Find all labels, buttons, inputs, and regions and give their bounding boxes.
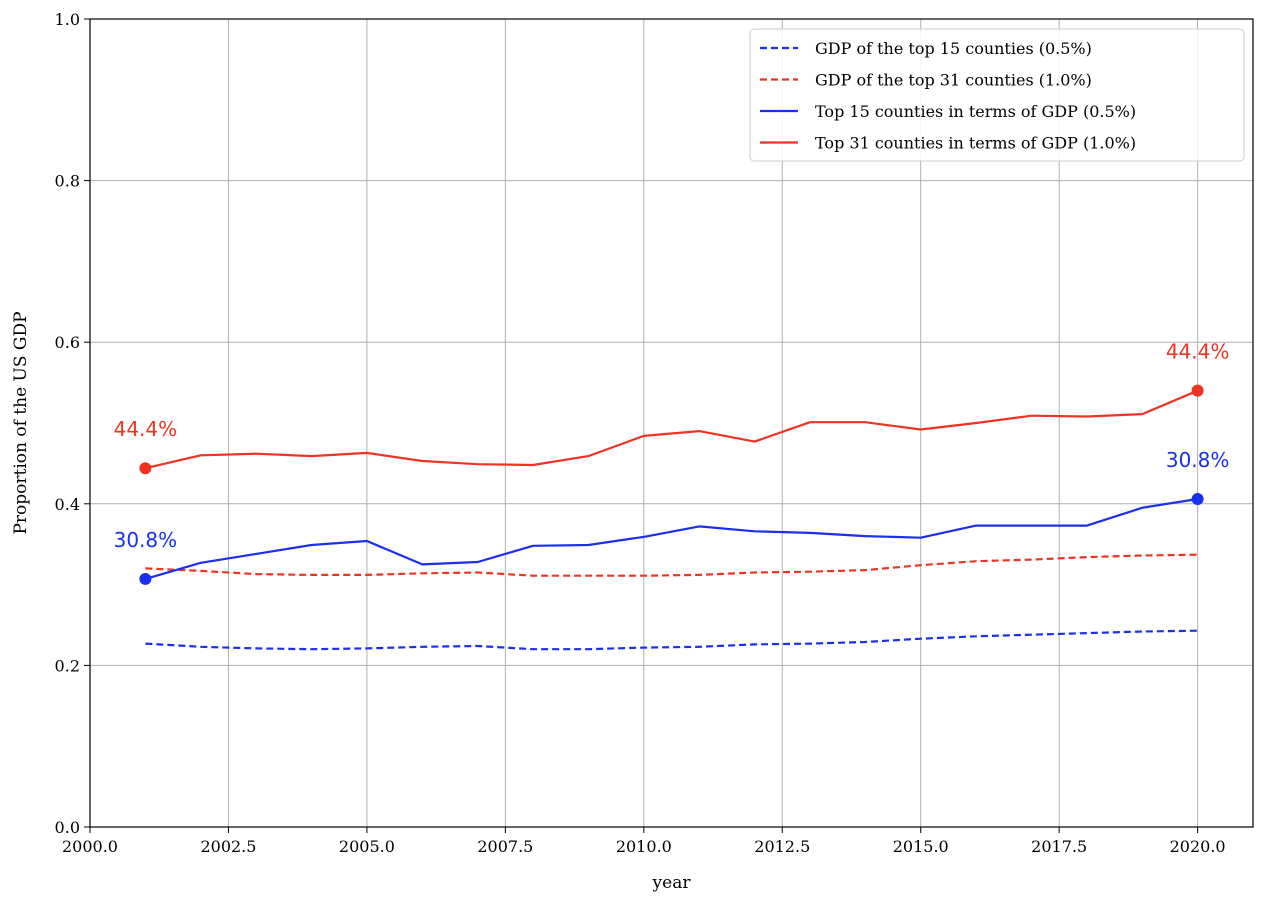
data-point-marker [139,572,152,585]
x-tick-label: 2012.5 [754,837,810,856]
x-tick-label: 2010.0 [616,837,672,856]
legend-label: Top 15 counties in terms of GDP (0.5%) [815,102,1136,121]
series-line-4 [145,389,1199,470]
x-tick-label: 2017.5 [1031,837,1087,856]
x-axis-ticks: 2000.0 2002.5 2005.0 2007.5 2010.0 2012.5 2015… [62,827,1226,856]
x-tick-label: 2002.5 [200,837,256,856]
data-point-marker [1191,492,1204,505]
x-tick-label: 2007.5 [477,837,533,856]
data-point-marker [1191,384,1204,397]
y-tick-label: 0.6 [55,333,80,352]
data-label: 44.4% [114,417,178,441]
series-line-1 [145,629,1198,651]
legend-label: GDP of the top 15 counties (0.5%) [815,39,1092,58]
series-lines [145,389,1199,651]
data-label: 30.8% [1166,448,1230,472]
data-point-marker [139,462,152,475]
legend-box [749,28,1245,162]
legend-label: GDP of the top 31 counties (1.0%) [815,71,1092,90]
legend: GDP of the top 15 counties (0.5%) GDP of … [749,28,1245,162]
series-line-3 [145,497,1198,580]
series-line-2 [145,553,1198,577]
x-tick-label: 2015.0 [893,837,949,856]
x-axis-label: year [652,873,692,893]
data-label: 44.4% [1166,340,1230,364]
y-tick-label: 0.2 [55,656,80,675]
x-tick-label: 2020.0 [1170,837,1226,856]
y-axis-label: Proportion of the US GDP [11,311,31,534]
y-tick-label: 0.8 [55,172,80,191]
plot-frame [89,18,1254,828]
annotations: 44.4% 44.4% 30.8% 30.8% [114,340,1230,552]
x-tick-label: 2000.0 [62,837,118,856]
x-tick-label: 2005.0 [339,837,395,856]
data-label: 30.8% [114,528,178,552]
y-tick-label: 0.4 [55,495,80,514]
y-axis-ticks: 0.0 0.2 0.4 0.6 0.8 1.0 [55,10,90,837]
endpoint-markers [139,384,1204,585]
y-tick-label: 1.0 [55,10,80,29]
legend-label: Top 31 counties in terms of GDP (1.0%) [815,134,1136,153]
y-tick-label: 0.0 [55,818,80,837]
